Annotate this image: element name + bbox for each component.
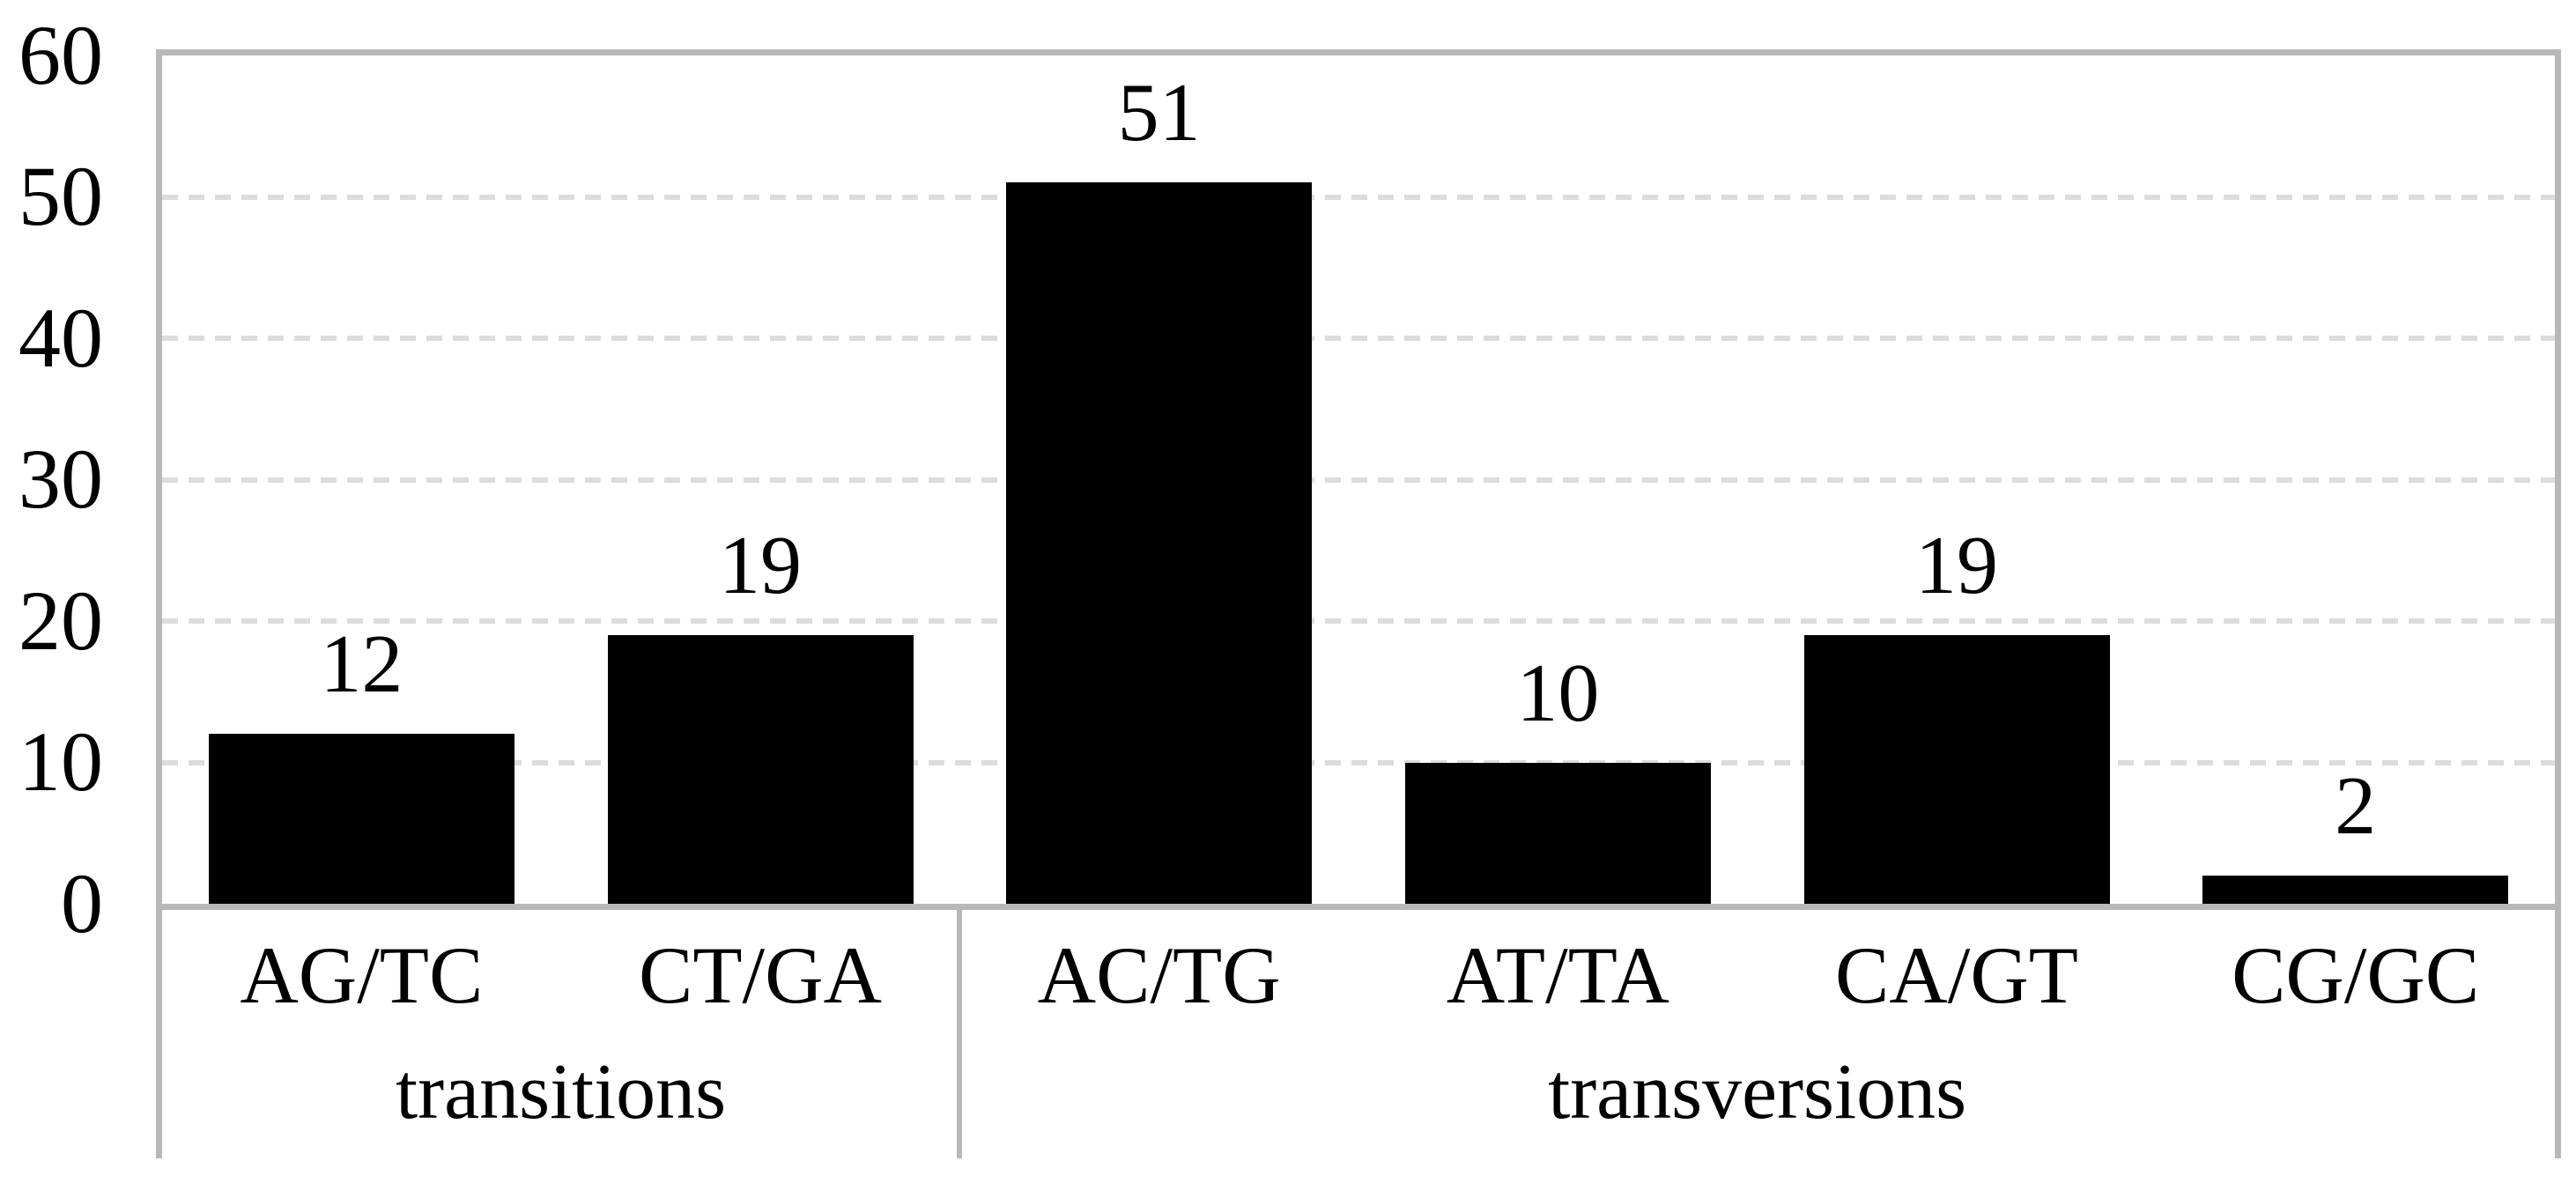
- axis-extension-left: [156, 910, 162, 1158]
- bar-at-ta: [1404, 762, 1711, 904]
- category-label-ag-tc: AG/TC: [240, 930, 484, 1020]
- bar-ct-ga: [607, 635, 914, 904]
- y-tick-label-30: 30: [19, 432, 103, 526]
- y-tick-label-0: 0: [61, 855, 103, 950]
- y-tick-label-10: 10: [19, 714, 103, 809]
- category-label-ac-tg: AC/TG: [1037, 930, 1281, 1020]
- group-label-transversions: transversions: [1548, 1048, 1967, 1135]
- value-label-ca-gt: 19: [1915, 520, 1998, 612]
- bar-cg-gc: [2202, 875, 2509, 904]
- value-label-cg-gc: 2: [2335, 759, 2377, 852]
- category-label-ca-gt: CA/GT: [1835, 930, 2078, 1020]
- gridline-40: [162, 336, 2555, 341]
- gridline-30: [162, 477, 2555, 483]
- category-label-at-ta: AT/TA: [1446, 930, 1669, 1020]
- category-label-cg-gc: CG/GC: [2232, 930, 2480, 1020]
- y-tick-label-40: 40: [19, 290, 103, 385]
- axis-extension-right: [2555, 910, 2561, 1158]
- plot-area-border: [156, 49, 2561, 910]
- value-label-ct-ga: 19: [719, 520, 802, 612]
- value-label-ac-tg: 51: [1117, 67, 1201, 159]
- y-tick-label-20: 20: [19, 573, 103, 668]
- category-label-ct-ga: CT/GA: [639, 930, 882, 1020]
- group-label-transitions: transitions: [396, 1048, 727, 1135]
- gridline-50: [162, 194, 2555, 200]
- gridline-20: [162, 618, 2555, 624]
- bar-ag-tc: [208, 734, 514, 904]
- bar-ac-tg: [1006, 182, 1313, 904]
- y-tick-label-60: 60: [19, 7, 103, 102]
- y-tick-label-50: 50: [19, 149, 103, 243]
- gridline-10: [162, 759, 2555, 765]
- value-label-ag-tc: 12: [320, 618, 403, 711]
- bar-ca-gt: [1803, 635, 2110, 904]
- group-separator-transversions: [957, 910, 963, 1158]
- value-label-at-ta: 10: [1516, 647, 1600, 739]
